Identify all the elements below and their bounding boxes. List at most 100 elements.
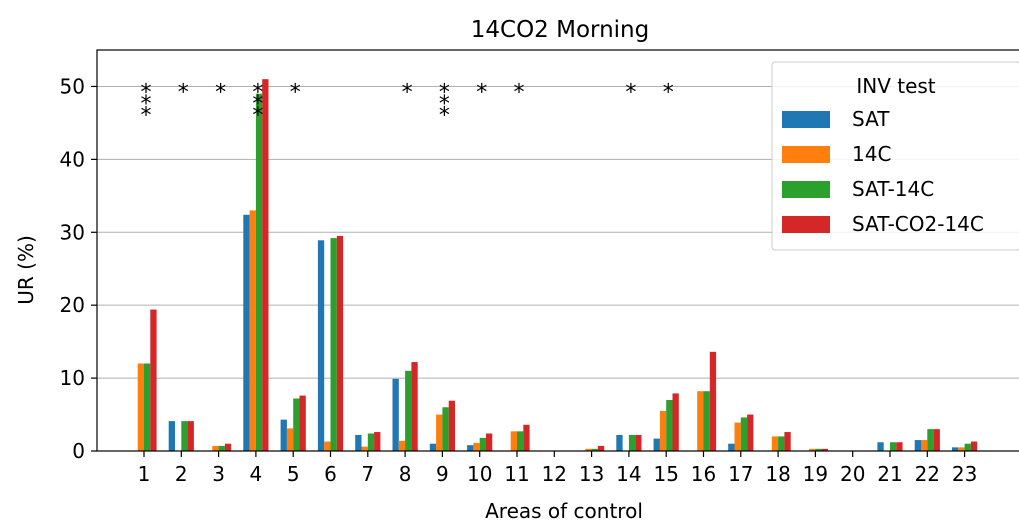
legend-label: SAT	[852, 107, 890, 131]
legend-label: 14C	[852, 142, 891, 166]
x-tick-label: 11	[504, 462, 529, 486]
y-axis-label: UR (%)	[14, 235, 38, 305]
bar	[585, 448, 592, 451]
x-tick-label: 7	[361, 462, 374, 486]
bar	[778, 436, 785, 451]
bar	[243, 214, 250, 451]
bar	[653, 438, 660, 451]
x-tick-label: 10	[467, 462, 492, 486]
significance-star: *	[439, 92, 450, 117]
bar	[628, 434, 636, 451]
significance-star: *	[625, 80, 636, 105]
bar	[510, 431, 517, 451]
x-tick-label: 9	[436, 462, 449, 486]
bar	[255, 93, 263, 451]
bar	[635, 434, 642, 451]
bar	[224, 443, 232, 451]
bar	[137, 363, 144, 451]
bar	[293, 398, 300, 451]
bar	[330, 238, 337, 451]
bar	[392, 378, 399, 451]
significance-star: *	[141, 92, 152, 117]
bar	[398, 440, 406, 451]
x-tick-label: 12	[542, 462, 567, 486]
x-ticks: 1 2 3 4 5 6 7 8 9 10 11 12 13 14 15 16 17 18 19 20 21 22 23	[138, 451, 977, 486]
bar	[616, 434, 623, 451]
bar	[666, 399, 673, 451]
significance-star: *	[215, 80, 226, 105]
legend-box	[771, 61, 1019, 251]
x-tick-label: 14	[616, 462, 641, 486]
bar	[809, 448, 816, 451]
x-tick-label: 5	[287, 462, 300, 486]
bar	[952, 447, 959, 451]
significance-star: *	[439, 80, 450, 105]
bar	[181, 421, 188, 451]
significance-star: *	[663, 80, 674, 105]
bar	[411, 362, 418, 451]
bar	[218, 445, 225, 451]
bar	[672, 393, 679, 451]
x-tick-label: 3	[212, 462, 225, 486]
bar	[355, 434, 362, 451]
bar	[324, 441, 331, 451]
x-tick-label: 17	[728, 462, 753, 486]
bar	[367, 433, 375, 451]
series-SAT	[168, 214, 959, 451]
bar	[591, 448, 598, 451]
bar	[784, 432, 791, 451]
x-tick-label: 13	[579, 462, 604, 486]
significance-star: *	[402, 80, 413, 105]
y-tick-label: 0	[72, 439, 85, 463]
x-tick-label: 1	[138, 462, 151, 486]
bar	[486, 433, 493, 451]
y-tick-label: 40	[60, 147, 85, 171]
bar	[187, 421, 194, 451]
bar	[597, 445, 605, 451]
bar	[361, 446, 368, 451]
x-tick-label: 21	[877, 462, 902, 486]
series-SAT-14C	[144, 93, 971, 451]
significance-star: *	[514, 80, 525, 105]
bar	[405, 370, 412, 451]
bar	[150, 309, 157, 451]
series-SAT-CO2-14C	[150, 79, 978, 451]
legend-swatch	[782, 181, 830, 198]
bar	[740, 417, 748, 451]
legend: INV test SAT 14C SAT-14C SAT-CO2-14C	[771, 61, 1019, 251]
significance-markers: **** * **** * **** * * *	[141, 80, 674, 128]
significance-star: *	[178, 80, 189, 105]
bar	[523, 424, 530, 451]
bar	[317, 240, 325, 451]
plot-frame	[96, 49, 1019, 452]
x-tick-label: 16	[691, 462, 716, 486]
bar	[336, 235, 344, 451]
bar	[473, 442, 480, 451]
bar	[467, 445, 474, 451]
bar	[517, 431, 524, 451]
legend-swatch	[782, 146, 830, 163]
bar	[144, 363, 151, 451]
x-tick-label: 4	[250, 462, 263, 486]
x-tick-label: 18	[765, 462, 790, 486]
significance-star: *	[476, 80, 487, 105]
y-ticks: 0 10 20 30 40 50	[60, 74, 97, 463]
y-tick-label: 30	[60, 220, 85, 244]
bar	[815, 448, 822, 451]
legend-label: SAT-CO2-14C	[852, 212, 984, 236]
x-tick-label: 8	[399, 462, 412, 486]
bar	[921, 440, 928, 451]
legend-title: INV test	[856, 74, 935, 98]
bar	[958, 447, 965, 451]
bar	[374, 432, 381, 451]
bar	[747, 414, 754, 451]
bar	[212, 445, 219, 451]
legend-label: SAT-14C	[852, 177, 934, 201]
bar	[914, 440, 921, 451]
bar	[933, 429, 940, 451]
x-tick-label: 19	[803, 462, 828, 486]
bar	[168, 421, 175, 451]
bar	[970, 441, 978, 451]
bar	[436, 414, 443, 451]
